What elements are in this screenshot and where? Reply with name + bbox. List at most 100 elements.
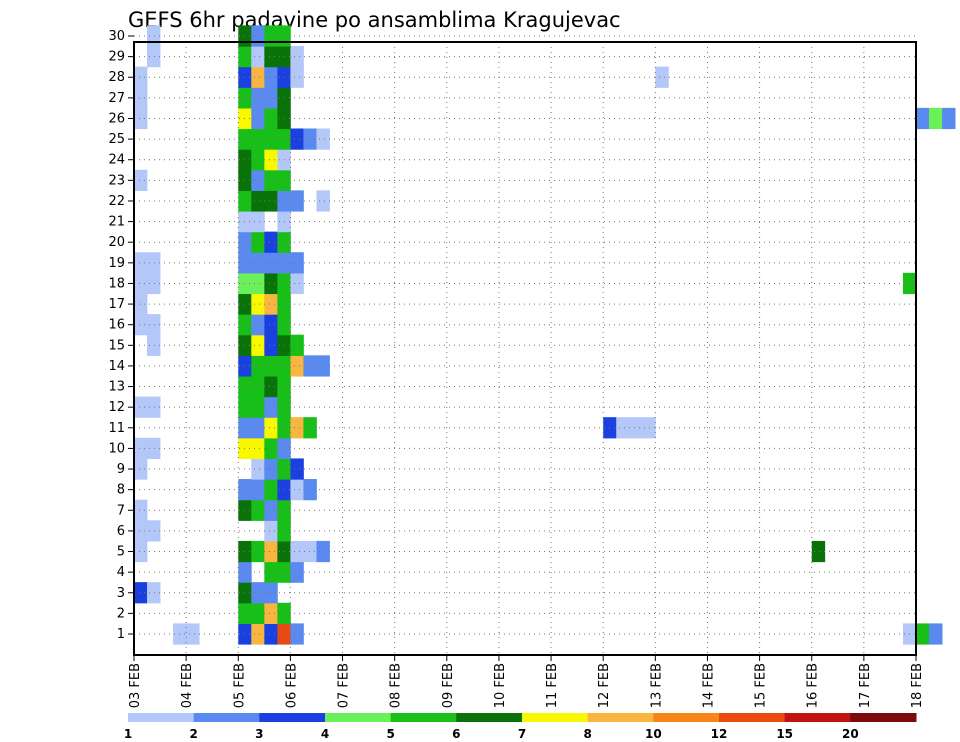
heatmap-cell	[264, 623, 278, 645]
heatmap-cell	[251, 479, 265, 501]
heatmap-cell	[251, 231, 265, 253]
heatmap-cell	[264, 540, 278, 563]
grid-lines	[134, 35, 916, 655]
heatmap-cell	[264, 25, 278, 47]
heatmap-cell	[251, 499, 265, 521]
y-tick-label: 11	[108, 421, 125, 436]
heatmap-cell	[290, 540, 304, 563]
heatmap-cell	[264, 417, 278, 439]
heatmap-cell	[251, 107, 265, 130]
heatmap-cell	[134, 437, 148, 460]
heatmap-cell	[251, 66, 265, 88]
heatmap-cell	[264, 561, 278, 583]
colorbar-label: 20	[842, 727, 859, 741]
x-tick-label: 16 FEB	[806, 663, 821, 708]
heatmap-cell	[251, 149, 265, 171]
colorbar-label: 1	[124, 727, 132, 741]
heatmap-cell	[929, 107, 943, 130]
heatmap-cell	[290, 417, 304, 439]
heatmap-cell	[251, 334, 265, 356]
colorbar-swatch	[522, 713, 589, 722]
heatmap-cell	[251, 252, 265, 274]
heatmap-cell	[251, 314, 265, 336]
heatmap-cell	[147, 396, 161, 418]
heatmap-cell	[303, 479, 317, 501]
colorbar-swatch	[259, 713, 326, 722]
x-tick-label: 18 FEB	[910, 663, 925, 708]
heatmap-cell	[316, 540, 330, 563]
heatmap-cell	[251, 46, 265, 68]
x-tick-label: 08 FEB	[389, 663, 404, 708]
x-tick-label: 04 FEB	[180, 663, 195, 708]
y-tick-label: 8	[117, 483, 125, 498]
y-tick-label: 12	[108, 400, 125, 415]
colorbar-label: 10	[645, 727, 662, 741]
heatmap-cell	[264, 458, 278, 480]
colorbar-label: 7	[518, 727, 526, 741]
heatmap-cell	[134, 169, 148, 191]
colorbar-swatch	[325, 713, 392, 722]
y-tick-label: 18	[108, 276, 125, 291]
heatmap-cell	[316, 355, 330, 377]
heatmap-cell	[316, 128, 330, 150]
heatmap-cell	[134, 293, 148, 315]
colorbar-swatch	[719, 713, 786, 722]
heatmap-cell	[264, 66, 278, 88]
heatmap-cell	[290, 46, 304, 68]
heatmap-cell	[251, 87, 265, 109]
heatmap-cell	[264, 46, 278, 68]
x-tick-label: 03 FEB	[128, 663, 143, 708]
x-tick-label: 09 FEB	[441, 663, 456, 708]
chart-title: GEFS 6hr padavine po ansamblima Kragujev…	[128, 8, 621, 32]
heatmap-cell	[251, 458, 265, 480]
y-axis-ticks: 1234567891011121314151617181920212223242…	[108, 29, 134, 642]
heatmap-cell	[303, 417, 317, 439]
heatmap-cell	[251, 355, 265, 377]
heatmap-cell	[264, 252, 278, 274]
y-tick-label: 9	[117, 462, 125, 477]
heatmap-cell	[264, 499, 278, 521]
heatmap-cell	[629, 417, 643, 439]
y-tick-label: 16	[108, 318, 125, 333]
colorbar-swatch	[456, 713, 523, 722]
y-tick-label: 25	[108, 132, 125, 147]
colorbar-swatch	[390, 713, 457, 722]
colorbar-label: 3	[255, 727, 263, 741]
heatmap-cell	[303, 128, 317, 150]
heatmap-cell	[290, 355, 304, 377]
heatmap-cell	[264, 437, 278, 460]
y-tick-label: 22	[108, 194, 125, 209]
heatmap-cell	[264, 375, 278, 398]
heatmap-cell	[290, 252, 304, 274]
heatmap-cell	[264, 602, 278, 624]
heatmap-cell	[134, 499, 148, 521]
y-tick-label: 13	[108, 380, 125, 395]
heatmap-cell	[251, 128, 265, 150]
heatmap-cell	[264, 149, 278, 171]
heatmap-cell	[251, 540, 265, 563]
colorbar-label: 8	[583, 727, 591, 741]
heatmap-cell	[251, 437, 265, 460]
heatmap-cell	[616, 417, 630, 439]
heatmap-cell	[811, 540, 826, 563]
x-tick-label: 12 FEB	[597, 663, 612, 708]
colorbar-swatch	[128, 713, 195, 722]
y-tick-label: 24	[108, 153, 125, 168]
colorbar-label: 2	[189, 727, 197, 741]
heatmap-cell	[264, 107, 278, 130]
heatmap-cell	[290, 334, 304, 356]
y-tick-label: 30	[108, 29, 125, 44]
y-tick-label: 6	[117, 524, 125, 539]
x-tick-label: 05 FEB	[232, 663, 247, 708]
heatmap-cell	[916, 623, 930, 645]
heatmap-cells	[134, 25, 956, 645]
heatmap-cell	[134, 87, 148, 109]
y-tick-label: 14	[108, 359, 125, 374]
heatmap-cell	[147, 46, 161, 68]
heatmap-cell	[264, 334, 278, 356]
heatmap-cell	[290, 272, 304, 295]
colorbar-label: 12	[711, 727, 728, 741]
heatmap-cell	[251, 582, 265, 604]
heatmap-cell	[264, 479, 278, 501]
